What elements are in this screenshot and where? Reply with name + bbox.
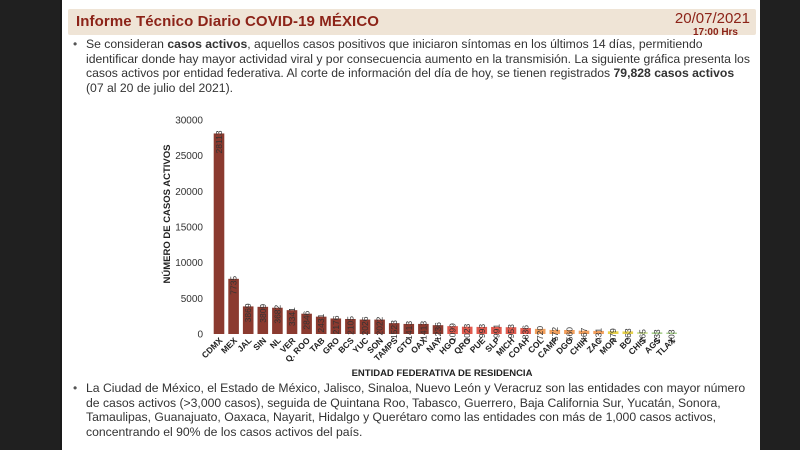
bar-tab — [315, 316, 327, 334]
value-label: 991 — [491, 324, 501, 338]
y-tick-label: 30000 — [175, 116, 203, 127]
value-label: 1523 — [389, 320, 399, 339]
bar-qro — [461, 326, 473, 334]
bar-yuc — [359, 319, 371, 334]
value-label: 572 — [550, 327, 560, 341]
value-label: 1413 — [418, 321, 428, 340]
bar-mex — [228, 278, 239, 334]
bars-group — [213, 133, 677, 334]
right-backdrop — [760, 0, 800, 450]
value-label: 2022 — [375, 316, 385, 335]
value-label: 203 — [667, 329, 677, 343]
value-label: 953 — [506, 324, 516, 338]
value-label: 7735 — [229, 276, 239, 295]
bar-bc — [622, 331, 634, 334]
bar-tlax — [666, 332, 677, 334]
bar-nay — [432, 325, 444, 334]
bar-ags — [651, 332, 663, 334]
value-label: 431 — [594, 328, 604, 342]
value-label: 233 — [652, 329, 662, 343]
value-label: 1023 — [462, 323, 472, 342]
bar-gto — [403, 323, 415, 334]
value-label: 993 — [477, 324, 487, 338]
value-label: 2026 — [360, 316, 370, 335]
value-label: 2431 — [316, 313, 326, 332]
value-label: 2176 — [331, 315, 341, 334]
value-label: 2846 — [302, 310, 312, 329]
bar-mor — [607, 331, 619, 334]
y-axis-ticks: 0 5000 10000 15000 20000 25000 30000 — [175, 116, 203, 341]
category-label: SIN — [251, 335, 268, 352]
value-label: 467 — [579, 327, 589, 341]
intro-text-1: Se consideran — [86, 37, 168, 51]
bar-slp — [491, 326, 502, 334]
bar-tamps — [388, 323, 400, 334]
summary-text: La Ciudad de México, el Estado de México… — [86, 381, 746, 439]
intro-text-3: (07 al 20 de julio del 2021). — [86, 80, 234, 95]
bar-nl — [272, 307, 283, 334]
bar-zac — [593, 330, 604, 334]
bar-gro — [330, 318, 342, 334]
report-time: 17:00 Hrs — [692, 27, 738, 38]
bar-hgo — [447, 326, 458, 334]
y-tick-label: 15000 — [175, 223, 203, 234]
y-tick-label: 0 — [197, 330, 203, 341]
value-label: 1236 — [433, 322, 443, 341]
value-label: 1413 — [404, 321, 414, 340]
value-label: 3682 — [272, 304, 282, 323]
value-label: 2105 — [345, 316, 355, 335]
bar-oax — [418, 323, 429, 334]
bar-ver — [286, 310, 298, 334]
bar-col — [534, 328, 546, 334]
y-tick-label: 25000 — [175, 151, 203, 162]
value-label: 363 — [623, 328, 633, 342]
value-label: 1099 — [448, 323, 458, 342]
value-label: 3341 — [287, 307, 297, 326]
y-tick-label: 20000 — [175, 187, 203, 198]
intro-bold-1: casos activos — [167, 37, 248, 51]
bar-chih — [578, 330, 590, 334]
bar-camp — [549, 329, 561, 334]
intro-bold-2: 79,828 casos activos — [613, 66, 735, 81]
report-date: 20/07/2021 — [674, 10, 750, 27]
value-label: 3869 — [243, 303, 253, 322]
summary-paragraph: • La Ciudad de México, el Estado de Méxi… — [73, 381, 752, 439]
bar-son — [374, 319, 385, 334]
bar-mich — [505, 327, 517, 334]
bar-sin — [257, 306, 269, 334]
bar-bcs — [345, 318, 356, 334]
intro-paragraph: • Se consideran casos activos, aquellos … — [73, 37, 752, 95]
y-axis-title: NÚMERO DE CASOS ACTIVOS — [161, 145, 173, 284]
y-tick-label: 10000 — [175, 258, 203, 269]
bar-pue — [476, 326, 488, 334]
active-cases-bar-chart: NÚMERO DE CASOS ACTIVOS ENTIDAD FEDERATI… — [161, 116, 678, 380]
value-label: 379 — [608, 328, 618, 342]
value-labels-group: 28113 7735 3869 3809 3682 3341 2846 2431 2176 210… — [214, 130, 677, 344]
bar-dgo — [564, 330, 575, 334]
value-label: 560 — [564, 327, 574, 341]
value-label: 28113 — [214, 130, 224, 153]
bar-cdmx — [213, 133, 225, 334]
bullet-dot-icon: • — [73, 37, 78, 51]
value-label: 3809 — [258, 304, 268, 323]
left-backdrop — [0, 0, 60, 450]
bar-jal — [242, 306, 254, 334]
y-tick-label: 5000 — [181, 294, 204, 305]
value-label: 836 — [521, 325, 531, 339]
bar-chis — [637, 332, 648, 334]
bullet-dot-icon: • — [73, 381, 78, 395]
value-label: 720 — [535, 326, 545, 340]
value-label: 265 — [637, 329, 647, 343]
report-title: Informe Técnico Diario COVID-19 MÉXICO — [76, 13, 380, 30]
bar-qroo — [301, 313, 312, 334]
x-axis-title: ENTIDAD FEDERATIVA DE RESIDENCIA — [352, 368, 533, 379]
intro-text-2: , aquellos casos positivos que iniciaron… — [86, 37, 750, 81]
report-header: Informe Técnico Diario COVID-19 MÉXICO 2… — [68, 9, 756, 38]
report-slide: Informe Técnico Diario COVID-19 MÉXICO 2… — [62, 0, 760, 450]
bar-coah — [520, 328, 531, 334]
